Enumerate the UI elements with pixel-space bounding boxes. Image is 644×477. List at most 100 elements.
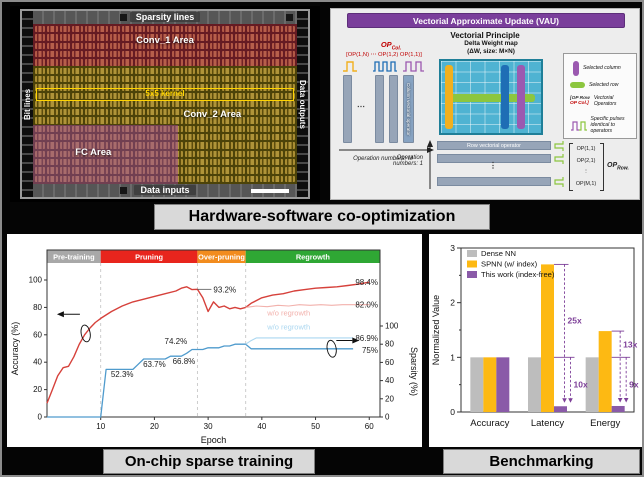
synapse-cell [122, 142, 133, 149]
synapse-cell [159, 175, 171, 182]
synapse-cell [147, 59, 158, 66]
synapse-cell [72, 109, 83, 116]
svg-text:Over-pruning: Over-pruning [198, 253, 245, 262]
synapse-cell [84, 175, 96, 182]
svg-text:2: 2 [450, 298, 455, 308]
bar-Dense NN-Accuracy [470, 357, 484, 412]
column-op-list: [OP(1,N) ⋯ OP(1,2) OP(1,1)] [346, 52, 422, 58]
synapse-cell [284, 50, 295, 58]
synapse-cell [184, 75, 196, 83]
synapse-cell [122, 75, 133, 83]
synapse-cell [172, 109, 183, 116]
synapse-cell [47, 159, 58, 166]
synapse-cell [209, 125, 221, 133]
synapse-cell [284, 92, 295, 99]
selected-row-icon [570, 82, 585, 88]
synapse-cell [159, 109, 171, 116]
synapse-cell [72, 142, 83, 149]
chip-micrograph-panel: Sparsity lines Data inputs Bit lines Dat… [10, 6, 320, 202]
pulses-icon [571, 120, 587, 131]
svg-text:80: 80 [33, 303, 42, 312]
synapse-cell [172, 159, 183, 166]
synapse-cell [97, 117, 108, 124]
synapse-cell [197, 59, 208, 66]
bracket-left [569, 143, 573, 191]
synapse-cell [59, 50, 71, 58]
benchmark-chart-panel: 0 1 2 3 Normalized Value Accuracy Latency Energ… [429, 234, 642, 447]
synapse-cell [272, 175, 283, 182]
synapse-cell [234, 26, 246, 33]
synapse-cell [72, 159, 83, 166]
synapse-cell [209, 42, 221, 49]
svg-text:Accuracy (%): Accuracy (%) [10, 322, 20, 376]
synapse-cell [134, 75, 146, 83]
synapse-cell [209, 84, 221, 91]
synapse-cell [247, 75, 258, 83]
synapse-cell [247, 67, 258, 74]
synapse-cell [47, 109, 58, 116]
synapse-cell [234, 150, 246, 158]
synapse-cell [184, 150, 196, 158]
synapse-cell [197, 109, 208, 116]
synapse-cell [159, 117, 171, 124]
synapse-cell [72, 175, 83, 182]
synapse-cell [122, 26, 133, 33]
synapse-cell [97, 34, 108, 41]
synapse-cell [222, 84, 233, 91]
synapse-cell [109, 134, 121, 141]
synapse-cell [209, 109, 221, 116]
synapse-cell [84, 134, 96, 141]
synapse-cell [122, 125, 133, 133]
vertical-ellipsis: ⋮ [489, 161, 497, 170]
kernel-box: 5x5 kernel [35, 88, 295, 101]
bar-This work (index-free)-Latency [554, 406, 567, 412]
synapse-cell [72, 50, 83, 58]
synapse-cell [259, 26, 271, 33]
synapse-cell [159, 42, 171, 49]
synapse-cell [59, 92, 71, 99]
synapse-cell [84, 34, 96, 41]
chip-left-pads: Bit lines [22, 11, 33, 197]
synapse-cell [59, 67, 71, 74]
svg-text:60: 60 [33, 330, 42, 339]
vau-diagram-panel: Vectorial Approximate Update (VAU) Vecto… [330, 8, 640, 200]
synapse-cell [259, 150, 271, 158]
synapse-cell [109, 75, 121, 83]
svg-text:86.9%: 86.9% [355, 334, 378, 343]
svg-text:0: 0 [450, 407, 455, 417]
synapse-cells [35, 26, 295, 182]
synapse-cell [272, 59, 283, 66]
synapse-cell [222, 67, 233, 74]
synapse-cell [159, 100, 171, 108]
synapse-cell [47, 92, 58, 99]
synapse-cell [234, 34, 246, 41]
synapse-cell [72, 134, 83, 141]
synapse-cell [272, 142, 283, 149]
chip-die: Sparsity lines Data inputs Bit lines Dat… [20, 9, 310, 199]
synapse-cell [84, 142, 96, 149]
synapse-cell [272, 34, 283, 41]
synapse-cell [97, 109, 108, 116]
synapse-cell [234, 50, 246, 58]
synapse-cell [222, 175, 233, 182]
synapse-cell [147, 175, 158, 182]
caption-hardware-software: Hardware-software co-optimization [154, 204, 490, 230]
synapse-cell [172, 134, 183, 141]
synapse-cell [134, 117, 146, 124]
conv2-area-label: Conv_2 Area [183, 108, 242, 120]
synapse-cell [247, 42, 258, 49]
bar-Dense NN-Latency [528, 357, 541, 412]
synapse-cell [197, 92, 208, 99]
synapse-cell [109, 167, 121, 174]
bracket-right [600, 143, 604, 191]
synapse-cell [147, 150, 158, 158]
synapse-cell [159, 159, 171, 166]
caption-benchmarking: Benchmarking [443, 449, 640, 474]
synapse-cell [109, 26, 121, 33]
synapse-cell [147, 84, 158, 91]
svg-text:Pre-training: Pre-training [53, 253, 95, 262]
synapse-cell [97, 100, 108, 108]
synapse-cell [84, 59, 96, 66]
synapse-cell [84, 125, 96, 133]
synapse-cell [234, 167, 246, 174]
